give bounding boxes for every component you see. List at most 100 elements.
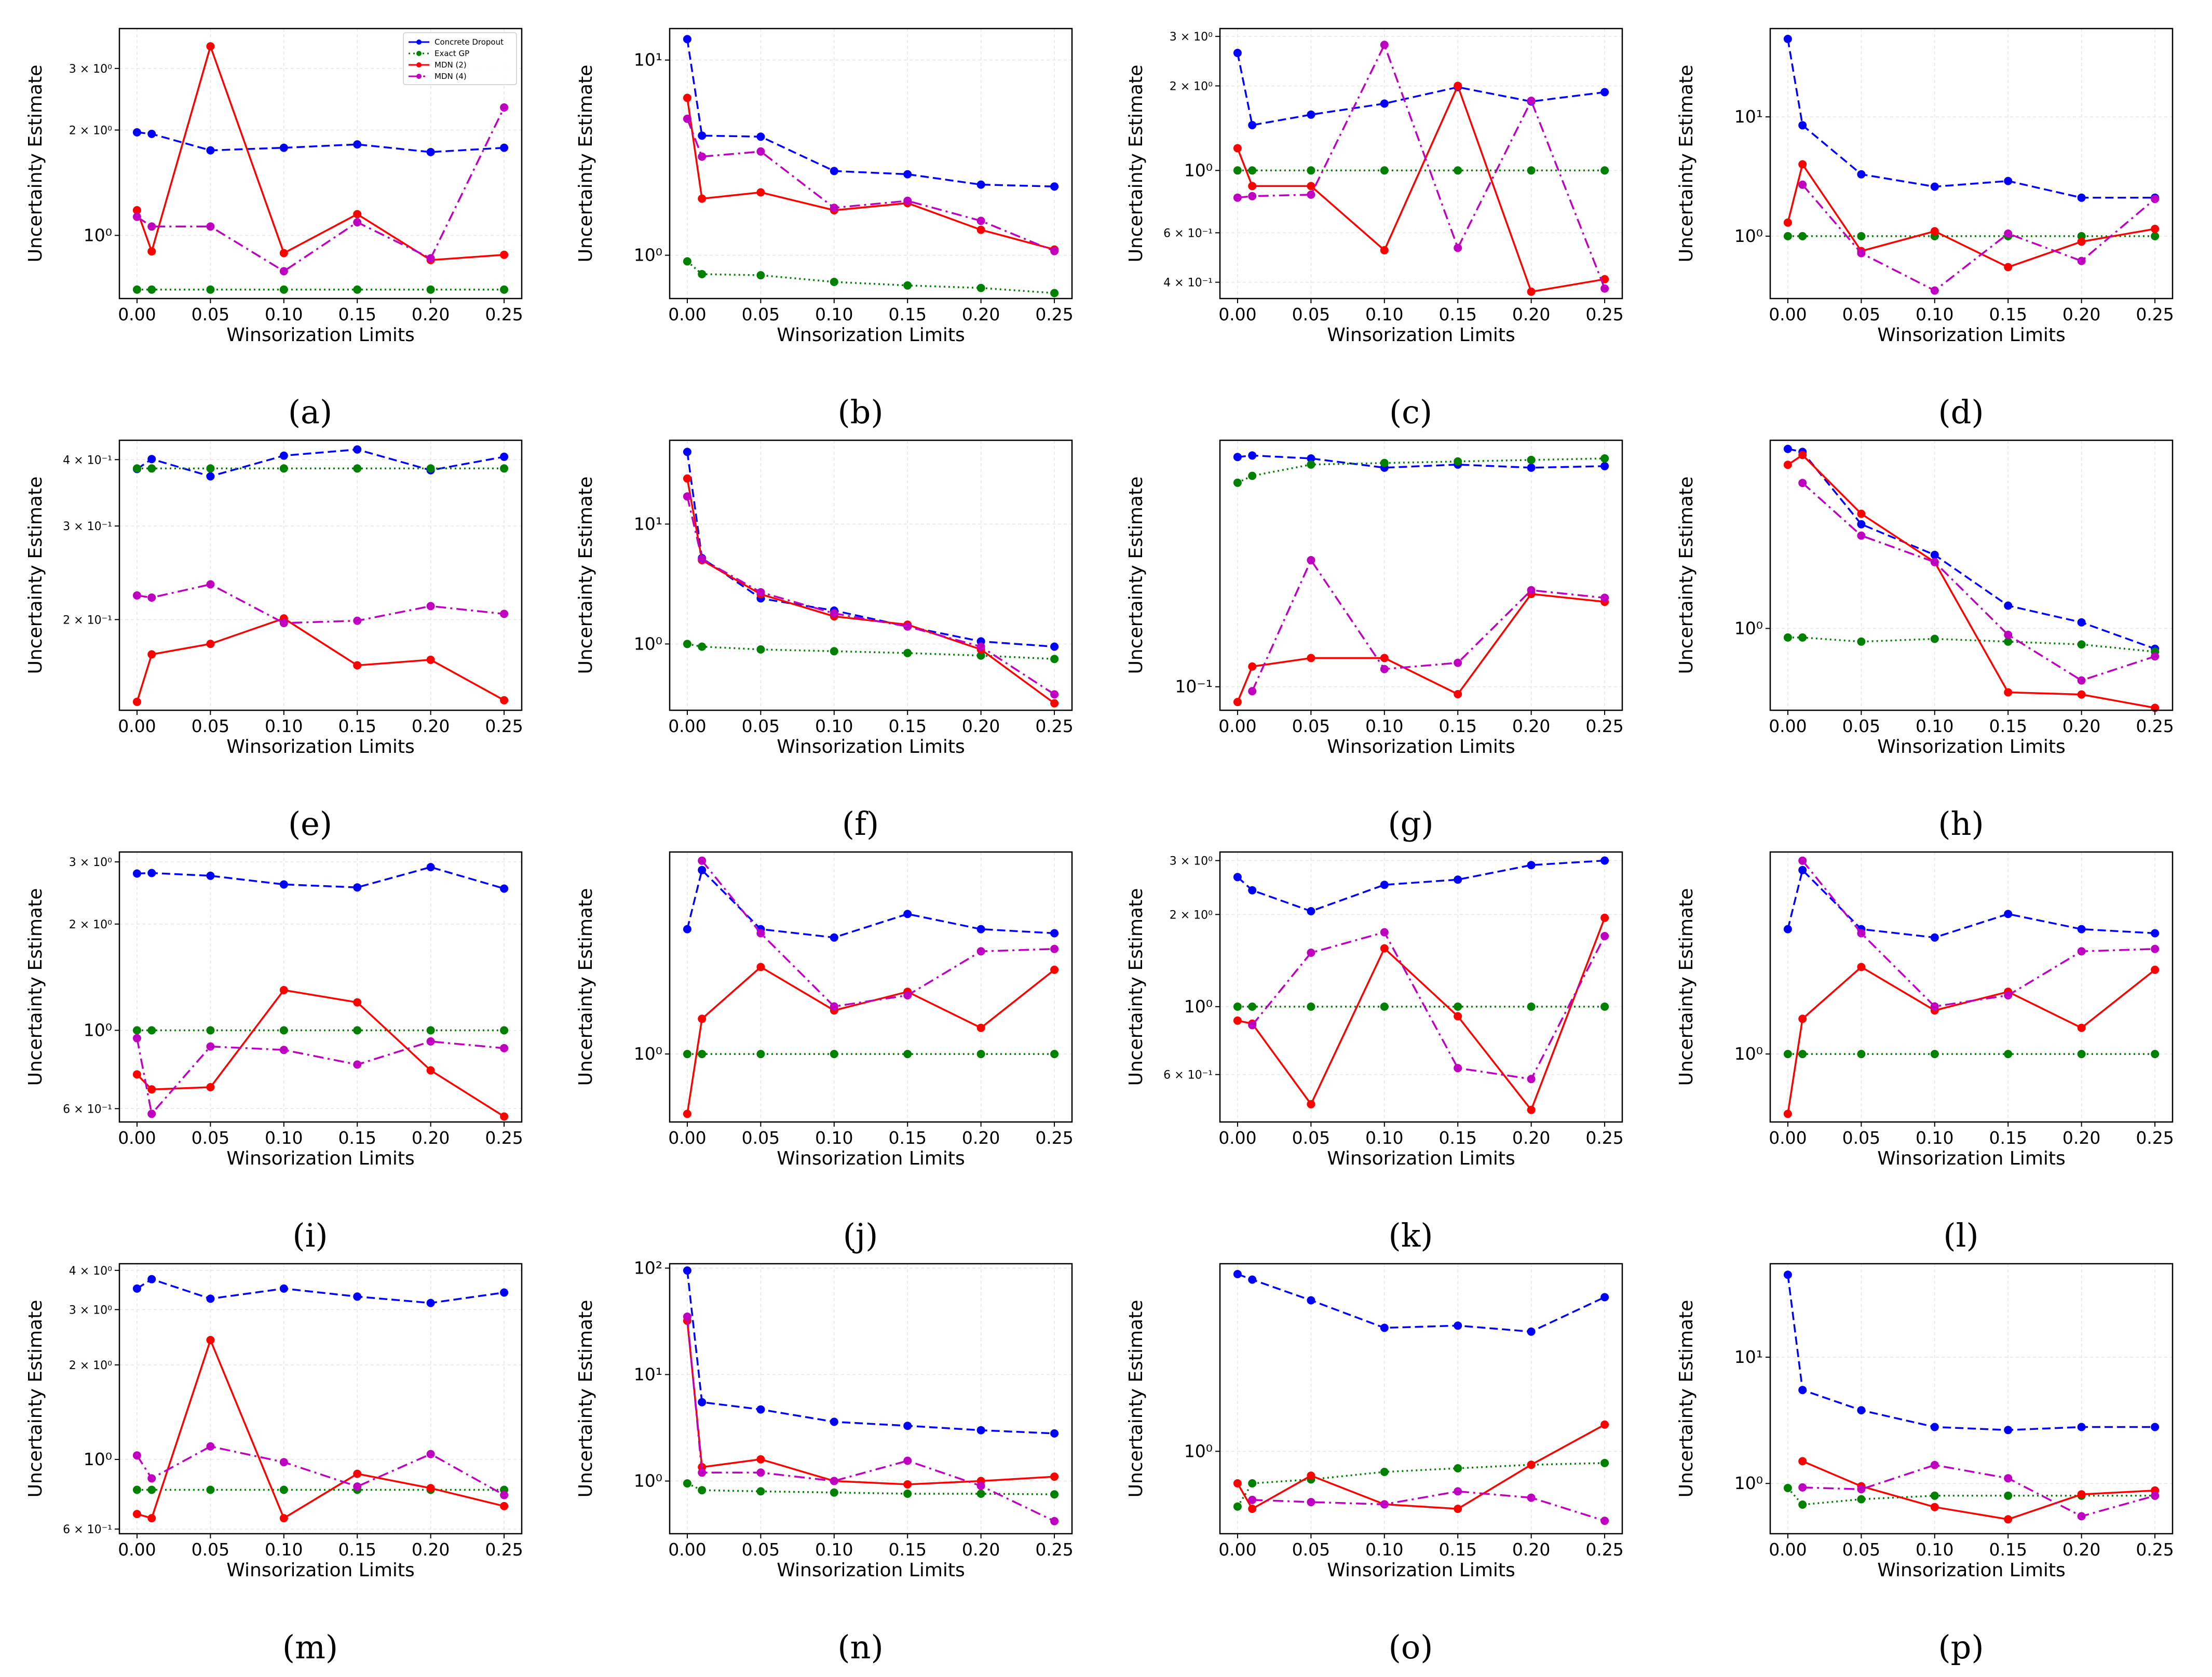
x-tick-label: 0.00	[668, 1539, 706, 1560]
data-point-mdn-4	[2151, 195, 2160, 204]
y-tick-label: 10⁰	[1734, 1473, 1763, 1493]
plot-frame	[118, 851, 523, 1123]
data-point-exact-gp	[756, 271, 765, 280]
x-tick-label: 0.15	[338, 1539, 376, 1560]
data-point-concrete-dropout	[2077, 618, 2086, 627]
x-axis-label: Winsorization Limits	[1327, 736, 1515, 758]
data-point-concrete-dropout	[353, 1292, 362, 1301]
data-point-mdn-4	[976, 217, 985, 225]
y-axis-label: Uncertainty Estimate	[1676, 477, 1697, 674]
y-axis-label: Uncertainty Estimate	[1676, 888, 1697, 1086]
x-tick-label: 0.10	[815, 716, 853, 736]
data-point-mdn-2	[1600, 913, 1609, 922]
data-point-exact-gp	[1233, 1502, 1242, 1511]
data-point-mdn-4	[132, 1034, 141, 1043]
series-line-exact-gp	[687, 643, 1055, 660]
data-point-mdn-4	[1380, 928, 1389, 937]
data-point-mdn-2	[2077, 1023, 2086, 1032]
data-point-concrete-dropout	[1798, 121, 1807, 130]
x-tick-label: 0.15	[1989, 1539, 2027, 1560]
x-tick-label: 0.00	[1218, 304, 1256, 324]
data-point-mdn-2	[1307, 1471, 1315, 1480]
data-point-concrete-dropout	[2151, 929, 2160, 938]
series-line-mdn-2	[137, 1337, 505, 1520]
data-point-exact-gp	[132, 1026, 141, 1035]
data-point-concrete-dropout	[1233, 873, 1242, 882]
chart-panel-k: 0.00 0.05 0.10 0.15 0.20 0.25 3 × 10⁰ 2 × 10⁰ 10…	[1125, 851, 1624, 1254]
data-point-concrete-dropout	[1050, 182, 1059, 191]
panel-label: (p)	[1938, 1628, 1984, 1666]
data-point-exact-gp	[976, 651, 985, 660]
chart-panel-a: 0.00 0.05 0.10 0.15 0.20 0.25 3 × 10⁰ 2 × 10⁰ 10…	[25, 28, 523, 431]
data-point-exact-gp	[830, 647, 838, 656]
data-point-exact-gp	[279, 1026, 288, 1035]
y-tick-label: 2 × 10⁰	[69, 918, 112, 931]
data-point-concrete-dropout	[1307, 907, 1315, 915]
series-line-mdn-4	[1252, 1490, 1605, 1522]
x-tick-label: 0.15	[1439, 304, 1476, 324]
series-line-concrete-dropout	[136, 1278, 505, 1304]
data-point-mdn-4	[2004, 229, 2013, 238]
data-point-exact-gp	[1050, 1490, 1059, 1499]
data-point-mdn-4	[353, 1060, 362, 1069]
data-point-exact-gp	[698, 270, 707, 278]
data-point-concrete-dropout	[1454, 875, 1462, 884]
data-point-exact-gp	[426, 1026, 435, 1035]
data-point-exact-gp	[903, 1490, 912, 1498]
x-tick-label: 0.10	[265, 1539, 303, 1560]
data-point-mdn-2	[1380, 944, 1389, 953]
data-point-exact-gp	[1248, 166, 1257, 175]
chart-panel-i: 0.00 0.05 0.10 0.15 0.20 0.25 3 × 10⁰ 2 × 10⁰ 10…	[25, 851, 523, 1254]
panel-label: (k)	[1389, 1216, 1433, 1254]
legend-marker-mdn-4	[416, 74, 422, 79]
data-point-mdn-4	[206, 1042, 215, 1051]
data-point-concrete-dropout	[1798, 865, 1807, 874]
data-point-concrete-dropout	[1930, 182, 1939, 191]
data-point-mdn-2	[426, 1484, 435, 1493]
data-point-concrete-dropout	[1233, 49, 1242, 57]
data-point-concrete-dropout	[1600, 462, 1609, 470]
series-line-concrete-dropout	[1237, 859, 1605, 912]
data-point-exact-gp	[903, 1050, 912, 1059]
data-point-concrete-dropout	[1600, 1293, 1609, 1302]
y-tick-label: 4 × 10⁻¹	[63, 454, 112, 467]
plot-frame	[1769, 28, 2174, 300]
data-point-mdn-2	[2004, 688, 2013, 697]
data-point-exact-gp	[426, 464, 435, 473]
data-point-mdn-2	[147, 247, 156, 256]
data-point-mdn-2	[1857, 963, 1866, 971]
data-point-exact-gp	[976, 283, 985, 292]
data-point-exact-gp	[1783, 232, 1792, 240]
data-point-concrete-dropout	[1248, 451, 1257, 460]
data-point-mdn-4	[1798, 856, 1807, 865]
series-line-mdn-2	[1787, 966, 2156, 1114]
y-tick-label: 10⁻¹	[1175, 677, 1213, 697]
data-point-concrete-dropout	[1527, 463, 1536, 472]
data-point-concrete-dropout	[1600, 856, 1609, 865]
data-point-mdn-4	[426, 254, 435, 263]
data-point-exact-gp	[683, 257, 691, 266]
data-point-concrete-dropout	[1930, 550, 1939, 559]
data-point-exact-gp	[147, 1026, 156, 1035]
data-point-exact-gp	[1527, 166, 1536, 175]
series-line-mdn-2	[1802, 1460, 2155, 1521]
data-point-exact-gp	[1050, 1050, 1059, 1059]
data-point-mdn-4	[1798, 479, 1807, 488]
data-point-concrete-dropout	[1233, 1270, 1242, 1278]
legend-box	[403, 32, 517, 85]
x-tick-label: 0.20	[412, 716, 450, 736]
chart-panel-h: 0.00 0.05 0.10 0.15 0.20 0.25 10⁰ Winsorization…	[1676, 439, 2174, 843]
x-tick-label: 0.25	[485, 716, 523, 736]
data-point-mdn-2	[1930, 1503, 1939, 1511]
data-point-mdn-4	[756, 147, 765, 156]
series-line-concrete-dropout	[686, 39, 1055, 187]
x-tick-label: 0.00	[1769, 1539, 1807, 1560]
x-tick-label: 0.20	[1512, 716, 1550, 736]
data-point-concrete-dropout	[500, 1288, 509, 1297]
data-point-mdn-4	[698, 856, 707, 865]
data-point-exact-gp	[683, 1479, 691, 1488]
y-tick-label: 6 × 10⁻¹	[63, 1103, 112, 1116]
data-point-exact-gp	[1857, 232, 1866, 240]
plot-frame	[669, 851, 1073, 1123]
data-point-mdn-2	[132, 1510, 141, 1519]
